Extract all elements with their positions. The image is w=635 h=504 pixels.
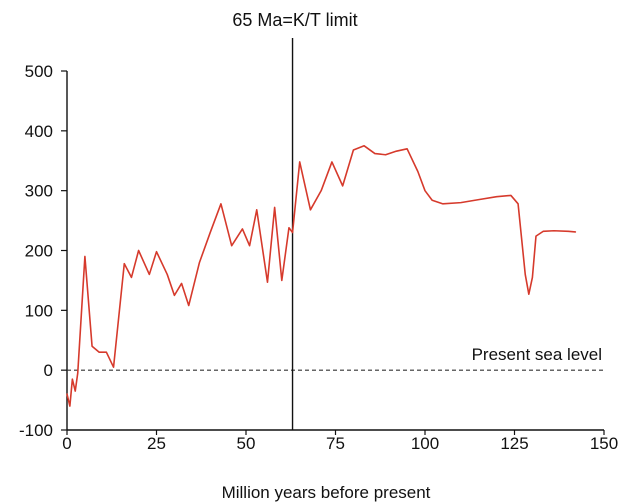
vline-label: 65 Ma=K/T limit <box>232 10 357 30</box>
sea-level-series-line <box>66 144 577 407</box>
annotation-layer <box>67 38 604 430</box>
y-tick-label: 100 <box>25 301 53 320</box>
x-tick-label: 50 <box>237 434 256 453</box>
x-axis-title: Million years before present <box>222 483 431 502</box>
x-tick-label: 150 <box>590 434 618 453</box>
y-tick-label: 400 <box>25 122 53 141</box>
y-tick-label: -100 <box>19 421 53 440</box>
hline-label: Present sea level <box>472 345 602 364</box>
label-layer: 65 Ma=K/T limit Present sea level Millio… <box>222 10 602 502</box>
y-tick-label: 0 <box>44 361 53 380</box>
series-layer <box>66 144 577 407</box>
x-tick-label: 75 <box>326 434 345 453</box>
x-tick-label: 100 <box>411 434 439 453</box>
x-tick-label: 125 <box>500 434 528 453</box>
x-tick-label: 0 <box>62 434 71 453</box>
axes-layer: -100 0 100 200 300 400 500 0 25 50 75 100 125 150 <box>19 62 618 453</box>
y-tick-label: 200 <box>25 242 53 261</box>
y-tick-label: 500 <box>25 62 53 81</box>
x-tick-label: 25 <box>147 434 166 453</box>
y-tick-label: 300 <box>25 182 53 201</box>
